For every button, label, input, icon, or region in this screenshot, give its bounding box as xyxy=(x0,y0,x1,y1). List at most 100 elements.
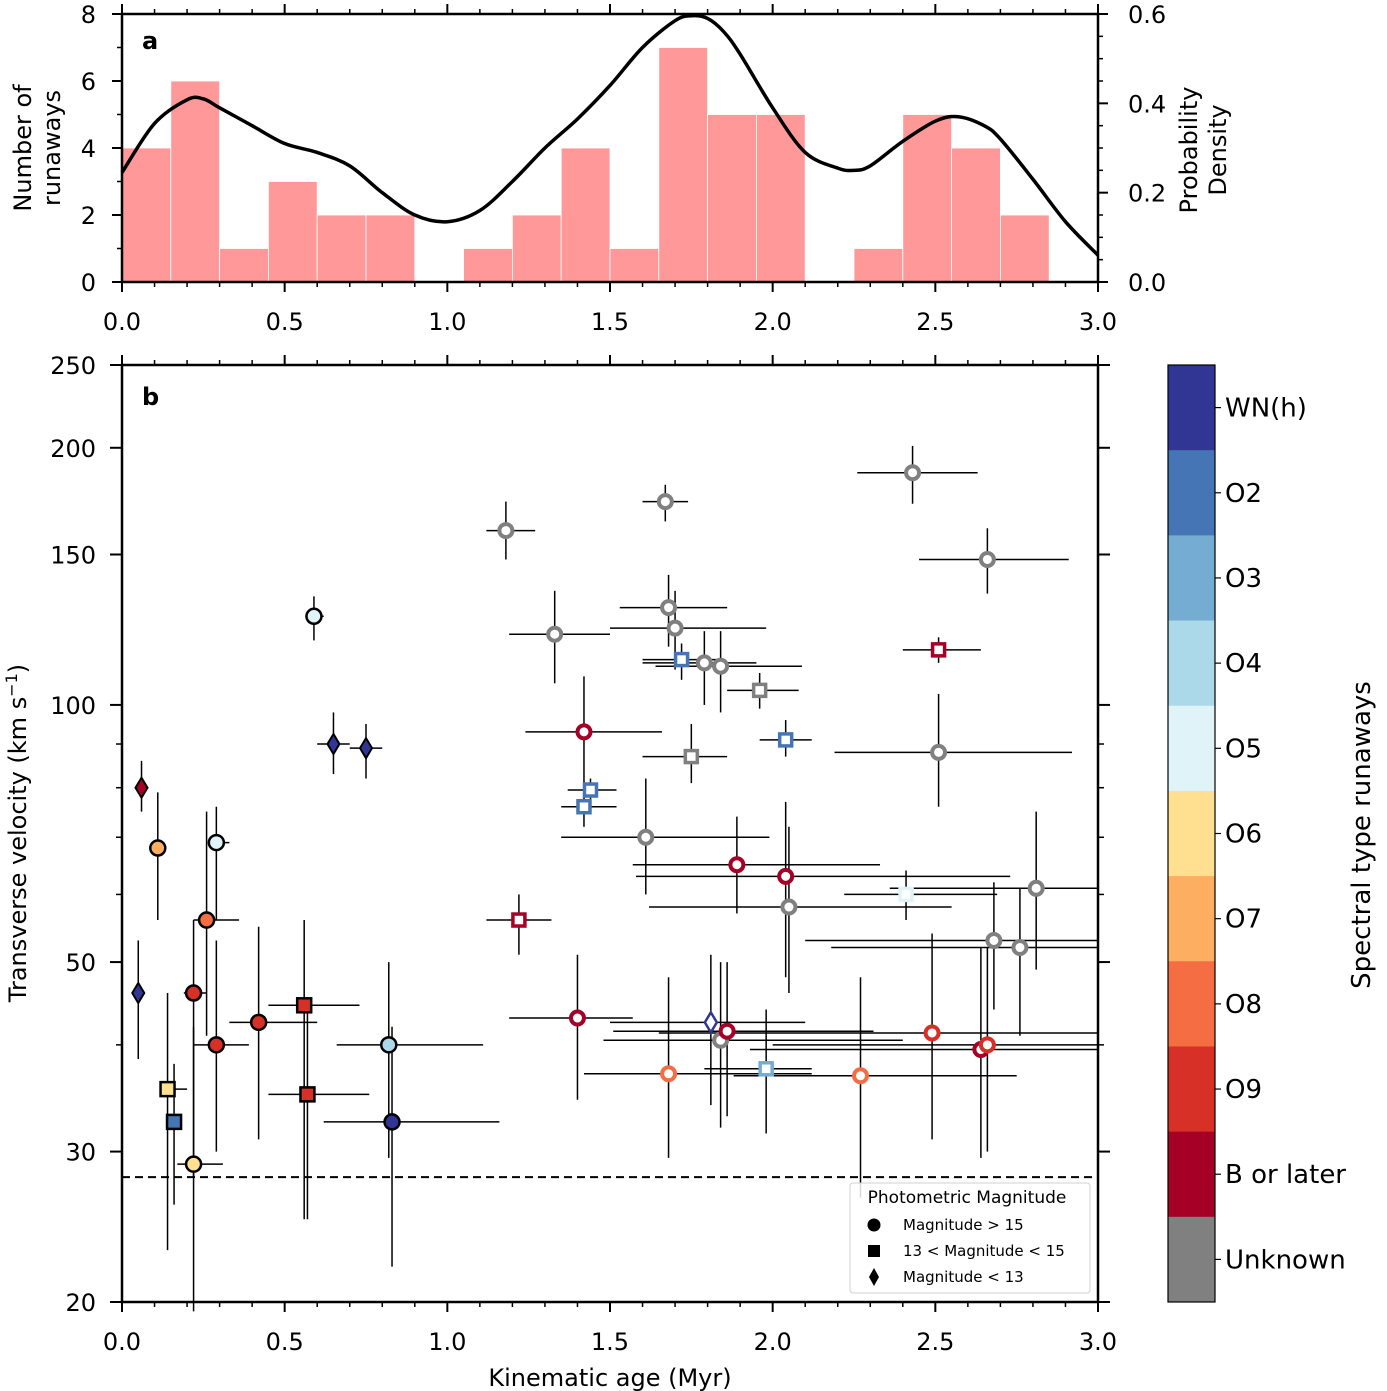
legend-entry-label: Magnitude < 13 xyxy=(903,1268,1024,1286)
legend-box xyxy=(849,1182,1091,1294)
data-point-circle xyxy=(930,743,948,761)
data-point-circle xyxy=(712,657,730,675)
colorbar-tick-label: O5 xyxy=(1225,734,1262,764)
histogram-bar xyxy=(707,114,757,283)
scatter-xlabel: Kinematic age (Myr) xyxy=(488,1364,731,1391)
histogram-ylabel-line1: Number of xyxy=(9,84,37,212)
colorbar-tick-label: Unknown xyxy=(1225,1245,1346,1275)
histogram-bar xyxy=(365,214,416,283)
data-point-circle xyxy=(197,911,216,929)
histogram-y2label-line2: Density xyxy=(1204,104,1232,195)
colorbar-ticks: WN(h) O2 O3 O4 O5 O6 O7 O8 O9 B or later Unknown xyxy=(1215,394,1346,1275)
data-point-circle xyxy=(637,828,655,846)
y-tick-label: 200 xyxy=(50,435,96,463)
data-point-square xyxy=(511,912,527,928)
data-point-circle xyxy=(249,1013,268,1032)
scatter-panel: 0.0 0.5 1.0 1.5 2.0 2.5 3.0203050100150200250 … xyxy=(2,352,1117,1391)
x-tick-label: 1.0 xyxy=(428,1328,466,1356)
x-tick-label: 2.5 xyxy=(916,308,954,336)
y-tick-label: 30 xyxy=(65,1139,96,1167)
colorbar-cell xyxy=(1168,620,1215,707)
colorbar: WN(h) O2 O3 O4 O5 O6 O7 O8 O9 B or later Unknown S… xyxy=(1167,364,1377,1303)
data-point-square xyxy=(299,1086,316,1103)
y-tick-label: 150 xyxy=(50,542,96,570)
scatter-ylabel: Transverse velocity (km s−1) xyxy=(2,664,32,1003)
data-point-circle xyxy=(718,1022,736,1040)
x-tick-label: 0.5 xyxy=(266,1328,304,1356)
colorbar-cell xyxy=(1168,1046,1215,1133)
data-point-circle xyxy=(660,599,678,617)
data-point-circle xyxy=(777,867,795,885)
colorbar-tick-label: O3 xyxy=(1225,564,1262,594)
legend-entry-label: 13 < Magnitude < 15 xyxy=(903,1242,1065,1260)
data-point-square xyxy=(777,732,794,748)
legend: Photometric Magnitude Magnitude > 15 13 … xyxy=(849,1182,1091,1294)
data-point-square xyxy=(930,642,947,658)
colorbar-tick-label: O2 xyxy=(1225,479,1262,509)
histogram-bar xyxy=(512,214,562,283)
data-point-diamond xyxy=(134,775,149,800)
colorbar-title: Spectral type runaways xyxy=(1347,681,1377,989)
data-point-circle xyxy=(149,839,167,857)
histogram-bars xyxy=(121,47,1050,283)
y-tick-label: 8 xyxy=(81,1,96,29)
data-point-circle xyxy=(305,607,323,626)
y-tick-label: 6 xyxy=(81,68,96,96)
y2-tick-label: 0.2 xyxy=(1128,180,1166,208)
data-point-circle xyxy=(184,1155,203,1173)
data-point-square xyxy=(576,798,592,815)
data-point-circle xyxy=(780,898,798,916)
colorbar-tick-label: O9 xyxy=(1225,1075,1262,1105)
colorbar-tick-label: WN(h) xyxy=(1225,394,1307,424)
data-point-circle xyxy=(985,931,1003,949)
legend-diamond-icon xyxy=(869,1268,879,1286)
colorbar-cell xyxy=(1168,1216,1215,1303)
histogram-bar xyxy=(902,114,952,283)
y-tick-label: 4 xyxy=(81,135,96,163)
data-point-circle xyxy=(497,522,515,540)
colorbar-tick-label: O8 xyxy=(1225,990,1262,1020)
data-point-circle xyxy=(728,856,746,874)
histogram-bar xyxy=(609,248,660,283)
colorbar-cell xyxy=(1168,790,1215,877)
data-point-diamond xyxy=(703,1009,719,1035)
kde-curve xyxy=(120,13,1100,257)
data-point-square xyxy=(159,1080,176,1098)
histogram-bar xyxy=(853,248,904,283)
data-point-circle xyxy=(1027,879,1045,897)
data-point-circle xyxy=(207,1036,226,1054)
histogram-bar xyxy=(1000,214,1050,283)
data-point-square xyxy=(295,997,313,1014)
x-tick-label: 2.0 xyxy=(754,308,792,336)
colorbar-tick-label: O6 xyxy=(1225,820,1262,850)
legend-entry-label: Magnitude > 15 xyxy=(903,1216,1024,1234)
data-point-circle xyxy=(568,1009,586,1027)
data-point-circle xyxy=(660,1065,678,1083)
x-tick-label: 1.5 xyxy=(591,1328,629,1356)
x-tick-label: 3.0 xyxy=(1079,308,1117,336)
histogram-bar xyxy=(219,248,269,283)
x-tick-label: 1.0 xyxy=(428,308,466,336)
legend-title: Photometric Magnitude xyxy=(868,1188,1067,1208)
colorbar-cell xyxy=(1168,365,1215,451)
ylabel-close: ) xyxy=(4,664,32,673)
histogram-bar xyxy=(267,181,318,283)
x-tick-label: 2.5 xyxy=(916,1328,954,1356)
data-point-circle xyxy=(383,1113,401,1131)
scatter-points xyxy=(131,464,1045,1173)
histogram-ylabel-line2: runaways xyxy=(38,90,66,206)
colorbar-cell xyxy=(1168,876,1215,962)
x-tick-label: 2.0 xyxy=(754,1328,792,1356)
data-point-diamond xyxy=(358,736,374,761)
x-tick-label: 3.0 xyxy=(1079,1328,1117,1356)
x-tick-label: 0.0 xyxy=(103,1328,141,1356)
data-point-square xyxy=(683,748,700,765)
data-point-square xyxy=(165,1113,183,1131)
data-point-circle xyxy=(904,464,922,482)
y-tick-label: 2 xyxy=(81,202,96,230)
histogram-panel: 0.0 0.5 1.0 1.5 2.0 2.5 3.0 0 2 4 6 8 0.0 0.2 0.4 0.6 a… xyxy=(9,1,1232,336)
y2-tick-label: 0.6 xyxy=(1128,1,1166,29)
legend-square-icon xyxy=(868,1245,880,1257)
data-point-circle xyxy=(546,625,564,643)
